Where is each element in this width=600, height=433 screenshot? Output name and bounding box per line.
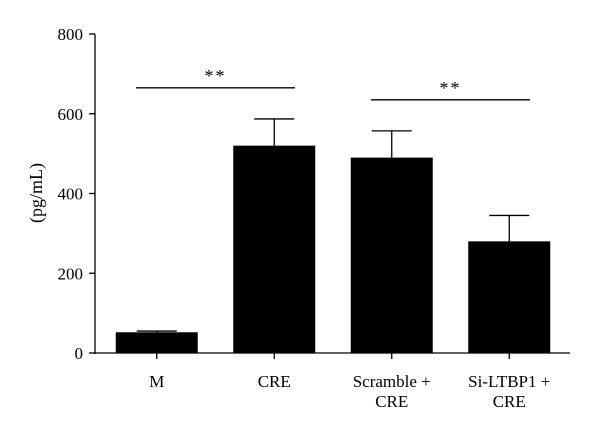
y-tick-label: 600 bbox=[58, 105, 84, 124]
significance-label: ** bbox=[440, 78, 462, 98]
bar bbox=[233, 145, 316, 353]
y-tick-label: 400 bbox=[58, 185, 84, 204]
significance-annotations: ** ** bbox=[136, 66, 530, 101]
significance-label: ** bbox=[205, 66, 227, 86]
category-label: M bbox=[149, 372, 164, 391]
y-tick-label: 200 bbox=[58, 264, 84, 283]
y-axis-title: (pg/mL) bbox=[26, 163, 47, 223]
y-tick-label: 800 bbox=[58, 25, 84, 44]
bar bbox=[115, 332, 198, 353]
category-label: Si-LTBP1 + CRE bbox=[468, 372, 550, 411]
error-bars bbox=[136, 118, 530, 333]
category-label: Scramble + CRE bbox=[353, 372, 431, 411]
bar bbox=[468, 241, 551, 353]
category-labels: M CRE Scramble + CRE Si-LTBP1 + CRE bbox=[149, 372, 550, 411]
category-label: CRE bbox=[258, 372, 291, 391]
bar bbox=[350, 157, 433, 353]
bars bbox=[115, 145, 551, 353]
y-tick-label: 0 bbox=[75, 344, 84, 363]
